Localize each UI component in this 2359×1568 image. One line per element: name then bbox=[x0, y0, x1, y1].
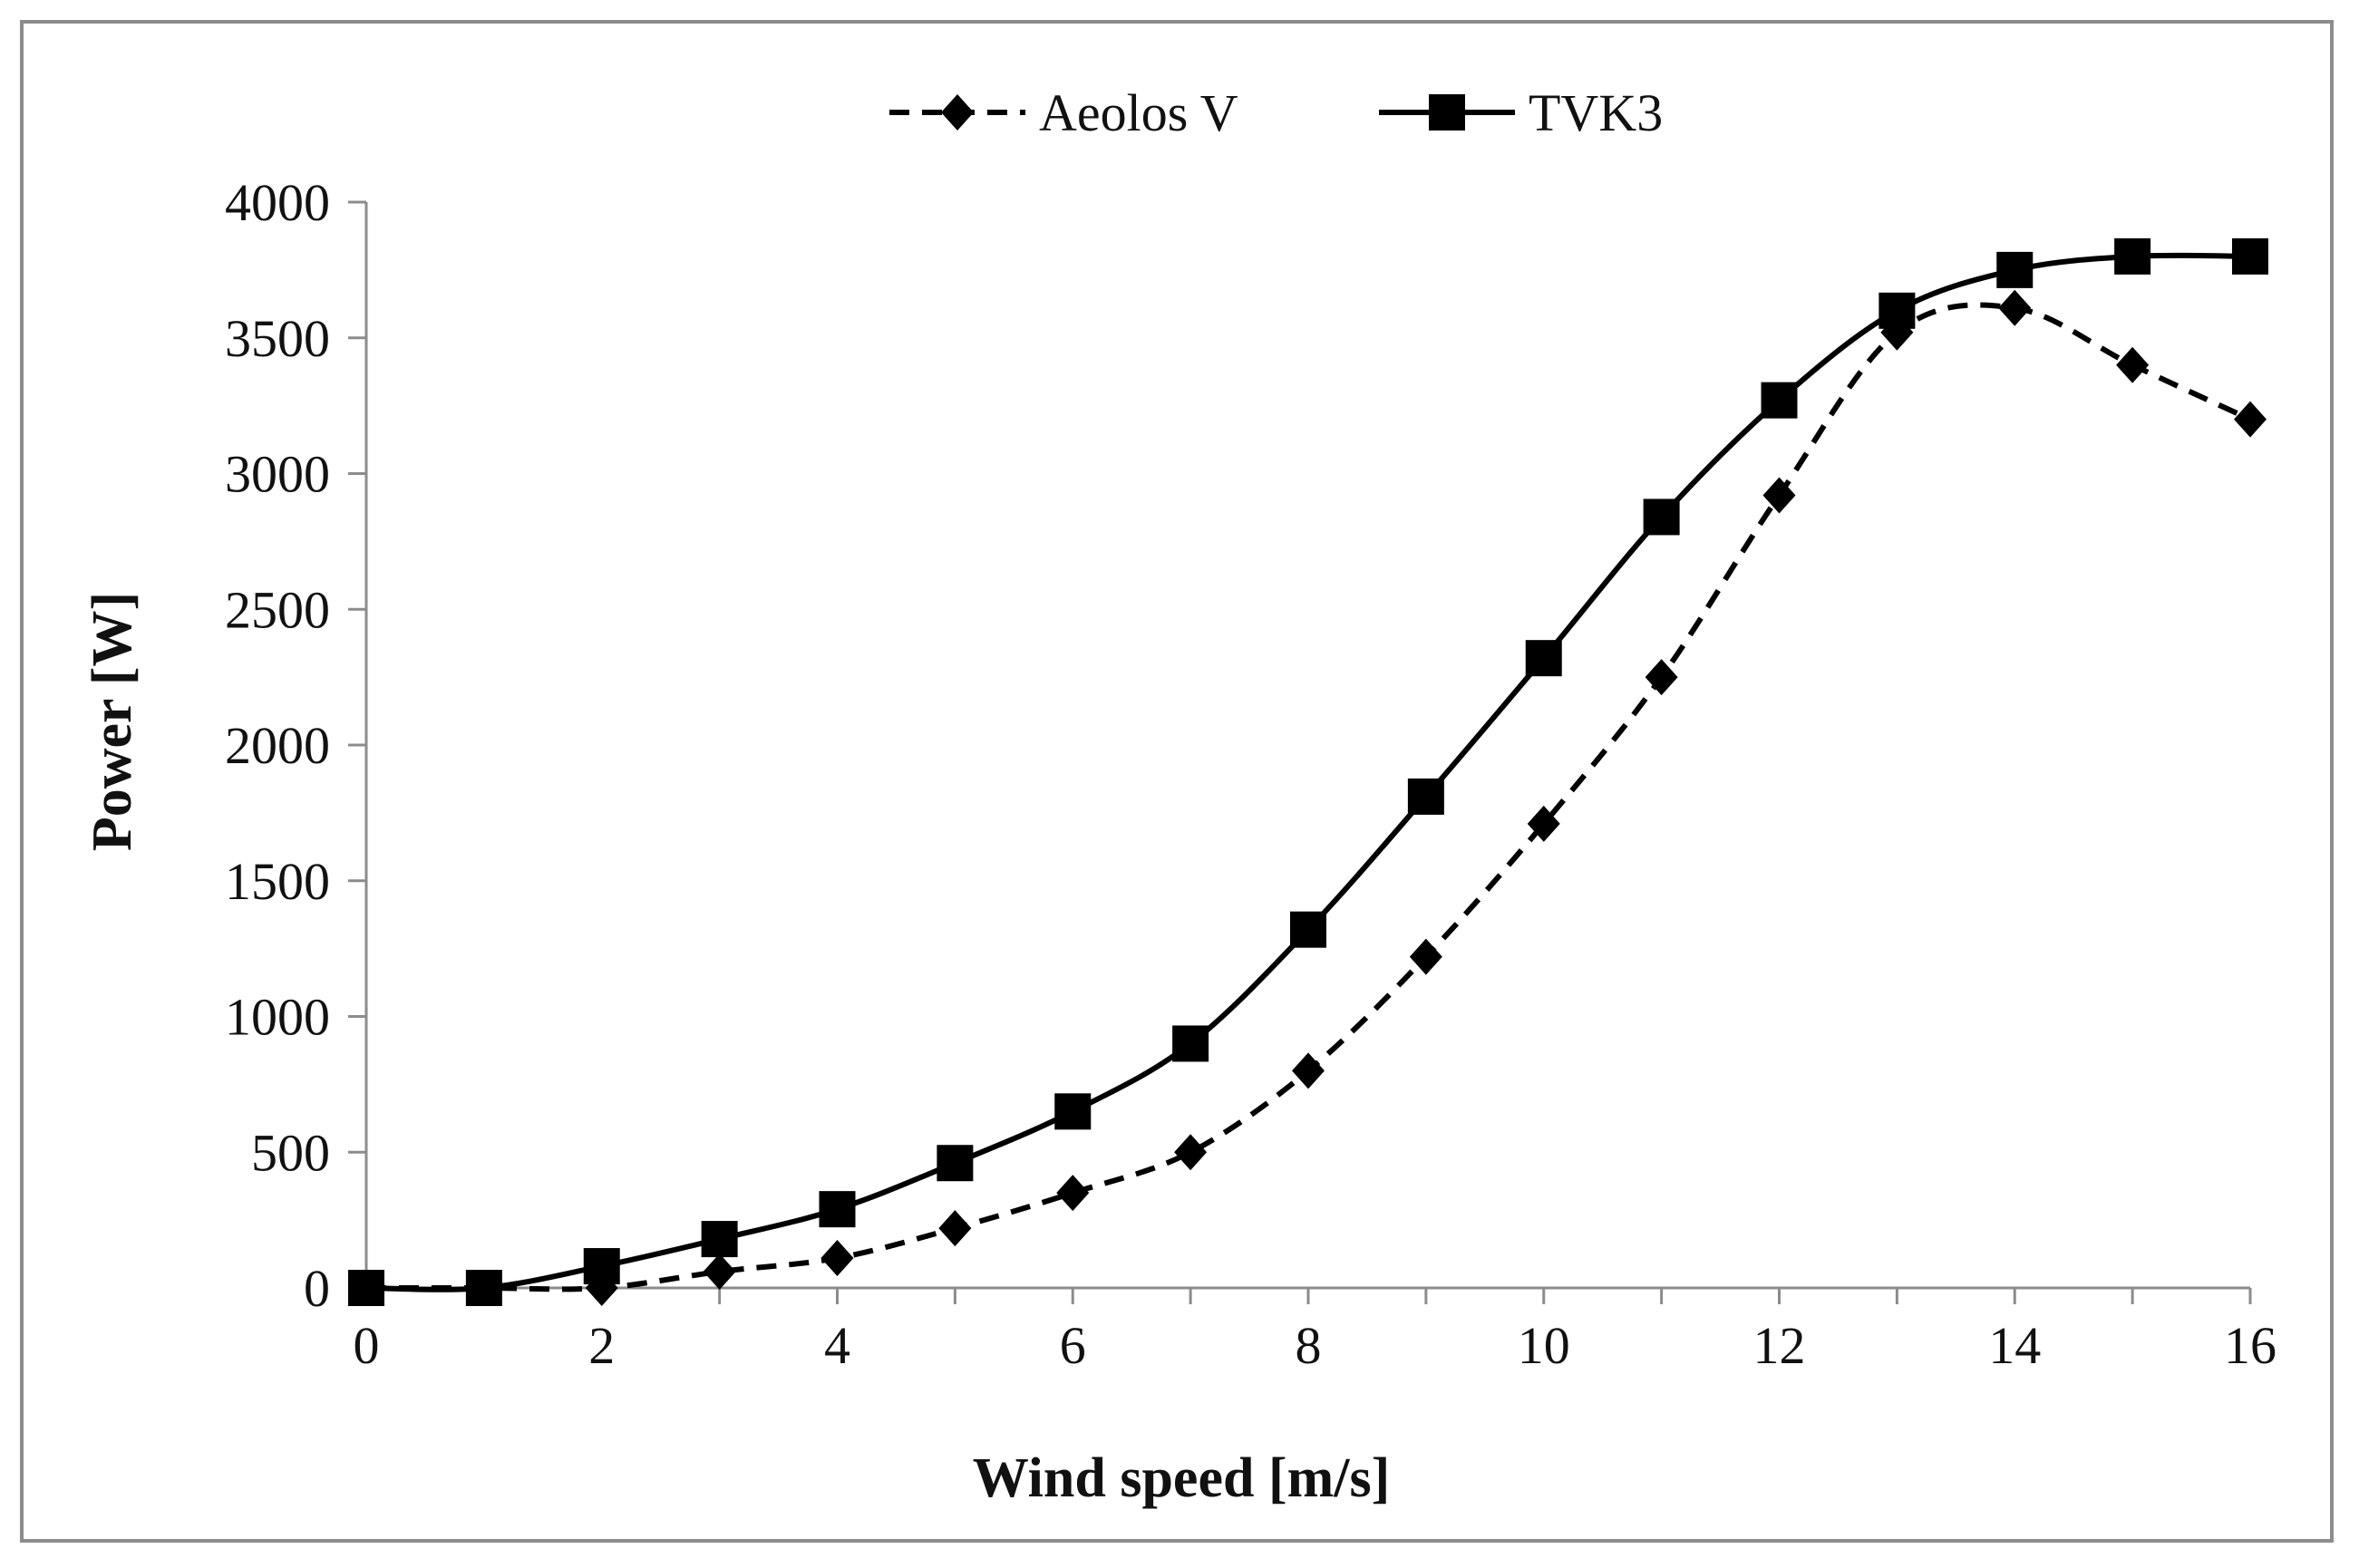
line-chart: Aeolos V TVK3 0 500 1000 1500 2000 2500 3000 350… bbox=[82, 83, 2276, 1509]
data-point-diamond bbox=[1998, 289, 2032, 326]
data-point-diamond bbox=[1409, 938, 1442, 975]
x-tick-label: 10 bbox=[1518, 1316, 1570, 1375]
series-line bbox=[365, 252, 2251, 1292]
legend-label: Aeolos V bbox=[1039, 83, 1238, 142]
series-tvk3 bbox=[348, 237, 2268, 1306]
y-tick-label: 500 bbox=[251, 1123, 330, 1182]
data-point-square bbox=[1525, 640, 1562, 677]
y-tick-label: 2000 bbox=[225, 716, 330, 775]
data-point-square bbox=[1878, 292, 1916, 329]
x-tick-label: 16 bbox=[2224, 1316, 2276, 1375]
data-point-diamond bbox=[1056, 1175, 1090, 1212]
chart-frame: Aeolos V TVK3 0 500 1000 1500 2000 2500 3000 350… bbox=[20, 20, 2334, 1543]
legend-label: TVK3 bbox=[1529, 83, 1663, 142]
data-point-diamond bbox=[2116, 346, 2150, 383]
x-tick-label: 4 bbox=[824, 1316, 850, 1375]
data-point-square bbox=[1172, 1025, 1209, 1062]
data-point-diamond bbox=[1292, 1052, 1325, 1089]
axes bbox=[364, 202, 2250, 1290]
y-tick-label: 1500 bbox=[225, 852, 330, 911]
x-tick-label: 2 bbox=[588, 1316, 615, 1375]
x-axis-ticks: 0 2 4 6 8 10 12 14 16 bbox=[354, 1288, 2276, 1375]
data-point-diamond bbox=[938, 1210, 972, 1247]
y-tick-label: 3500 bbox=[225, 309, 330, 368]
data-point-diamond bbox=[1645, 659, 1678, 696]
data-point-square bbox=[1407, 778, 1444, 815]
x-tick-label: 0 bbox=[354, 1316, 380, 1375]
data-point-diamond bbox=[1527, 805, 1560, 842]
series-layer bbox=[348, 237, 2268, 1306]
data-point-square bbox=[2114, 237, 2151, 275]
y-tick-label: 3000 bbox=[225, 445, 330, 504]
data-point-square bbox=[701, 1221, 738, 1258]
data-point-square bbox=[583, 1248, 620, 1285]
data-point-diamond bbox=[820, 1240, 854, 1277]
data-point-square bbox=[348, 1270, 384, 1306]
legend-item: Aeolos V bbox=[889, 83, 1238, 142]
data-point-square bbox=[465, 1270, 502, 1306]
y-tick-label: 4000 bbox=[225, 173, 330, 232]
data-point-square bbox=[1996, 251, 2034, 288]
data-point-square bbox=[1761, 382, 1798, 419]
x-tick-label: 6 bbox=[1060, 1316, 1086, 1375]
y-tick-label: 2500 bbox=[225, 580, 330, 639]
y-tick-label: 0 bbox=[304, 1259, 330, 1318]
x-axis-title: Wind speed [m/s] bbox=[973, 1447, 1391, 1509]
data-point-diamond bbox=[703, 1253, 736, 1291]
legend-marker-diamond bbox=[941, 94, 974, 131]
y-axis-ticks: 0 500 1000 1500 2000 2500 3000 3500 4000 bbox=[225, 173, 366, 1318]
data-point-square bbox=[1054, 1093, 1092, 1130]
y-axis-title: Power [W] bbox=[82, 592, 143, 851]
data-point-square bbox=[819, 1191, 856, 1228]
data-point-diamond bbox=[1174, 1134, 1208, 1171]
x-tick-label: 14 bbox=[1988, 1316, 2041, 1375]
data-point-square bbox=[2232, 237, 2268, 275]
data-point-diamond bbox=[2234, 401, 2267, 438]
x-tick-label: 12 bbox=[1753, 1316, 1806, 1375]
data-point-square bbox=[937, 1145, 974, 1182]
series-line bbox=[366, 302, 2252, 1292]
legend: Aeolos V TVK3 bbox=[889, 83, 1663, 142]
x-tick-label: 8 bbox=[1296, 1316, 1322, 1375]
y-tick-label: 1000 bbox=[225, 988, 330, 1047]
data-point-diamond bbox=[1762, 477, 1796, 514]
legend-marker-square bbox=[1429, 94, 1465, 131]
data-point-square bbox=[1290, 911, 1326, 948]
series-aeolos-v bbox=[350, 289, 2267, 1306]
data-point-square bbox=[1643, 498, 1680, 536]
legend-item: TVK3 bbox=[1379, 83, 1663, 142]
